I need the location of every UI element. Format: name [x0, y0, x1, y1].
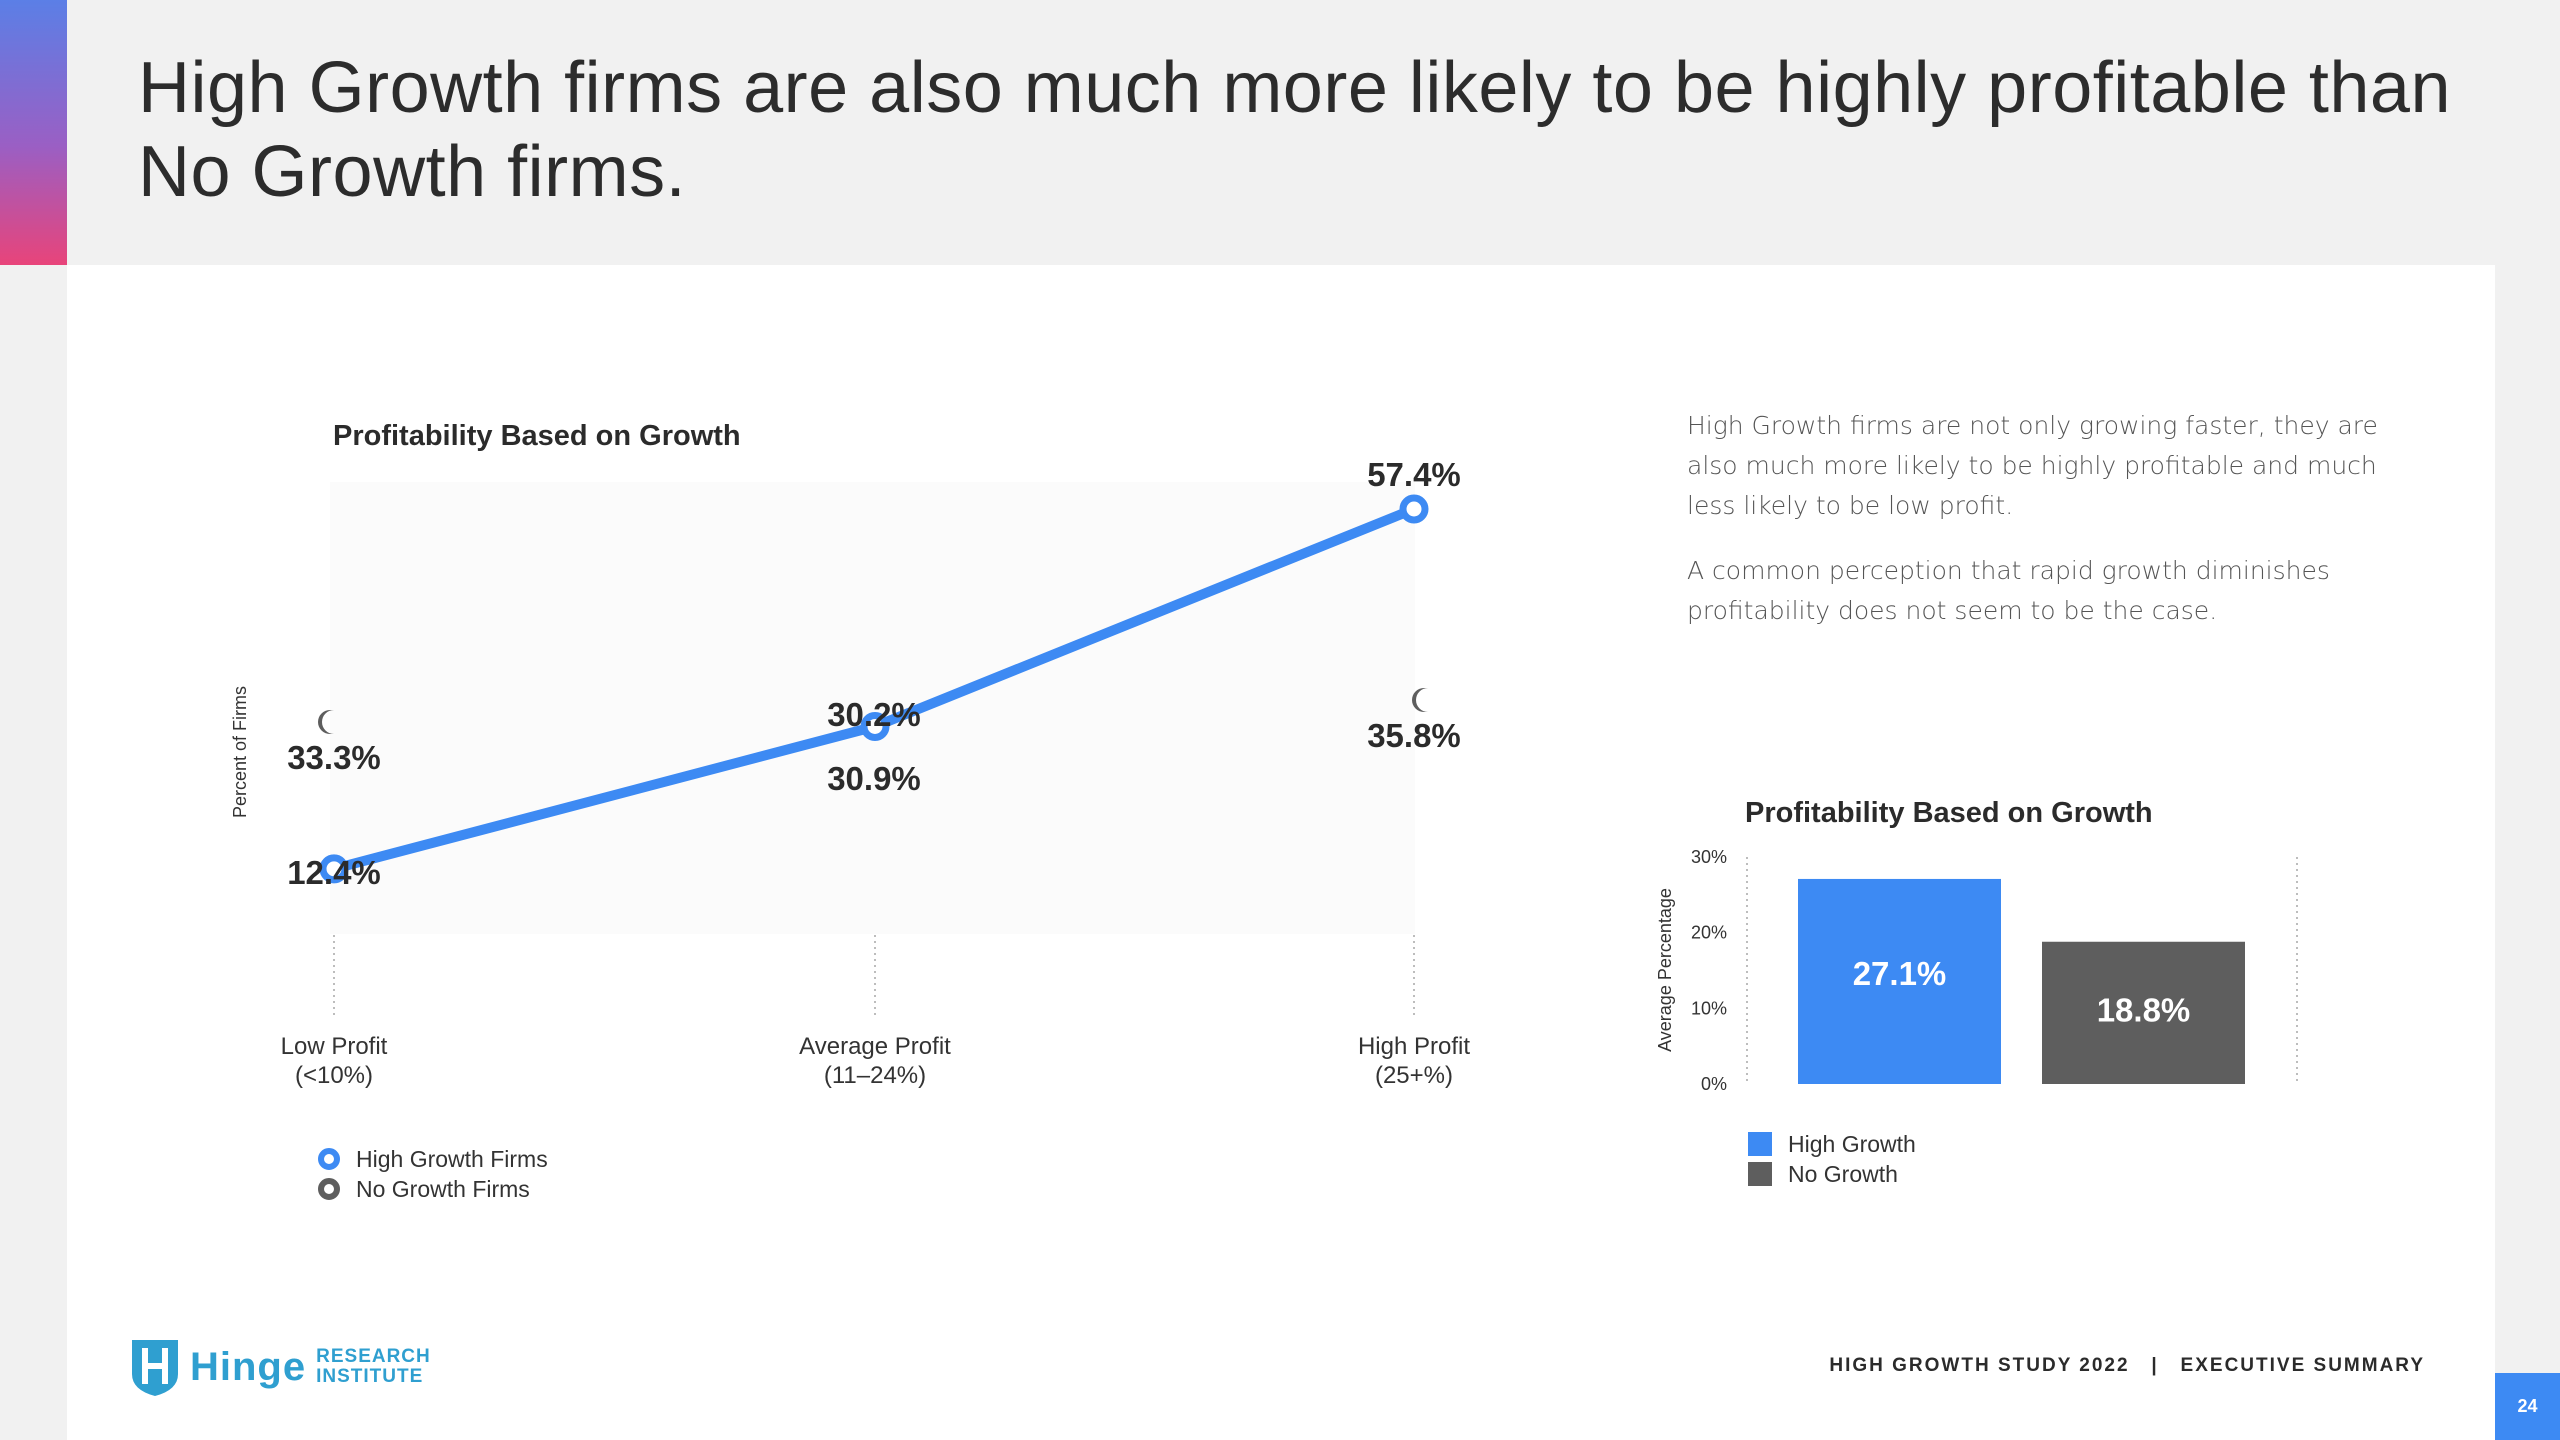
- bar-chart-legend: High Growth No Growth: [1748, 1129, 1916, 1189]
- square-swatch-icon: [1748, 1162, 1772, 1186]
- data-label-high-growth: 30.2%: [827, 696, 921, 733]
- bar-no-growth: [2042, 941, 2245, 1084]
- point-high-growth: [1399, 494, 1429, 524]
- legend-item-no-growth: No Growth: [1748, 1159, 1916, 1189]
- line-chart-title: Profitability Based on Growth: [333, 420, 741, 452]
- page-number: 24: [2495, 1373, 2560, 1440]
- accent-bar: [0, 0, 67, 265]
- legend-item-no-growth-firms: No Growth Firms: [318, 1174, 548, 1204]
- point-no-growth: [1412, 688, 1428, 712]
- slide-title: High Growth firms are also much more lik…: [138, 48, 2451, 212]
- bar-high-growth: [1798, 878, 2001, 1084]
- legend-label: No Growth: [1788, 1160, 1898, 1187]
- point-high-growth: [860, 711, 890, 741]
- y-tick-label: 10%: [1691, 998, 1727, 1018]
- bar-chart-title: Profitability Based on Growth: [1745, 797, 2153, 829]
- y-tick-label: 0%: [1701, 1074, 1727, 1094]
- footer-text: HIGH GROWTH STUDY 2022 | EXECUTIVE SUMMA…: [1829, 1355, 2425, 1376]
- legend-label: High Growth: [1788, 1130, 1916, 1157]
- category-label: Low Profit: [281, 1033, 388, 1060]
- category-sublabel: (11–24%): [824, 1062, 926, 1089]
- ring-marker-icon: [318, 1148, 340, 1170]
- legend-item-high-growth: High Growth: [1748, 1129, 1916, 1159]
- point-no-growth: [318, 710, 334, 734]
- square-swatch-icon: [1748, 1132, 1772, 1156]
- line-chart-plot-area: [330, 482, 1415, 934]
- series-line-high-growth: [329, 504, 1419, 874]
- body-paragraph-2: A common perception that rapid growth di…: [1687, 556, 2330, 625]
- logo-word: Hinge: [190, 1344, 307, 1389]
- bar-value-label: 18.8%: [2097, 992, 2191, 1029]
- data-label-no-growth: 35.8%: [1367, 717, 1461, 754]
- logo-sub-line-2: INSTITUTE: [316, 1366, 424, 1387]
- category-sublabel: (25+%): [1375, 1062, 1453, 1089]
- line-chart-y-axis-label: Percent of Firms: [230, 686, 250, 818]
- data-label-high-growth: 12.4%: [287, 854, 381, 891]
- category-label: High Profit: [1358, 1033, 1470, 1060]
- y-tick-label: 30%: [1691, 847, 1727, 867]
- shield-logo-icon: [132, 1340, 178, 1396]
- data-label-no-growth: 33.3%: [287, 739, 381, 776]
- legend-item-high-growth-firms: High Growth Firms: [318, 1144, 548, 1174]
- category-label: Average Profit: [799, 1033, 951, 1060]
- point-high-growth: [319, 854, 349, 884]
- legend-label: No Growth Firms: [356, 1175, 530, 1202]
- ring-marker-icon: [318, 1178, 340, 1200]
- legend-label: High Growth Firms: [356, 1145, 548, 1172]
- bar-value-label: 27.1%: [1853, 955, 1947, 992]
- data-label-high-growth: 57.4%: [1367, 456, 1461, 493]
- data-label-no-growth: 30.9%: [827, 760, 921, 797]
- logo-sub-line-1: RESEARCH: [316, 1346, 431, 1367]
- logo-subtitle: RESEARCH INSTITUTE: [316, 1347, 431, 1387]
- category-sublabel: (<10%): [295, 1062, 373, 1089]
- bar-chart-y-axis-label: Average Percentage: [1655, 888, 1675, 1052]
- hinge-logo: Hinge RESEARCH INSTITUTE: [130, 1336, 431, 1398]
- y-tick-label: 20%: [1691, 923, 1727, 943]
- line-chart-legend: High Growth Firms No Growth Firms: [318, 1144, 548, 1204]
- body-paragraph-1: High Growth firms are not only growing f…: [1687, 411, 2378, 520]
